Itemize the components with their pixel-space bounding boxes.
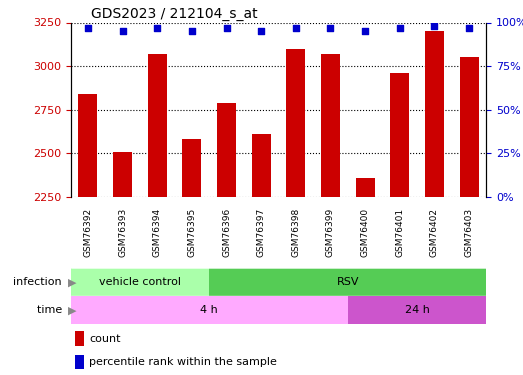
- Text: GSM76399: GSM76399: [326, 208, 335, 257]
- Text: GSM76397: GSM76397: [257, 208, 266, 257]
- Text: GSM76393: GSM76393: [118, 208, 127, 257]
- Bar: [217, 103, 236, 197]
- Point: [361, 28, 369, 34]
- Text: RSV: RSV: [336, 277, 359, 287]
- Bar: [78, 94, 97, 197]
- Text: time: time: [37, 305, 65, 315]
- Text: GSM76400: GSM76400: [361, 208, 370, 256]
- Bar: [286, 49, 305, 197]
- Point: [222, 25, 231, 31]
- Point: [118, 28, 127, 34]
- Text: percentile rank within the sample: percentile rank within the sample: [89, 357, 277, 367]
- Text: GDS2023 / 212104_s_at: GDS2023 / 212104_s_at: [92, 8, 258, 21]
- Text: GSM76392: GSM76392: [84, 208, 93, 256]
- Bar: [252, 134, 271, 197]
- Point: [326, 25, 335, 31]
- Bar: [321, 54, 340, 197]
- Bar: [75, 332, 84, 346]
- Bar: [147, 54, 167, 197]
- Bar: [390, 73, 410, 197]
- Bar: [71, 296, 348, 324]
- Bar: [356, 178, 374, 197]
- Bar: [425, 31, 444, 197]
- Text: GSM76394: GSM76394: [153, 208, 162, 256]
- Bar: [113, 152, 132, 197]
- Text: infection: infection: [13, 277, 65, 287]
- Point: [153, 25, 162, 31]
- Text: GSM76395: GSM76395: [187, 208, 196, 257]
- Bar: [209, 268, 486, 296]
- Text: GSM76402: GSM76402: [430, 208, 439, 256]
- Point: [465, 25, 473, 31]
- Bar: [183, 140, 201, 197]
- Text: ▶: ▶: [68, 305, 76, 315]
- Point: [84, 25, 92, 31]
- Text: ▶: ▶: [68, 277, 76, 287]
- Text: GSM76398: GSM76398: [291, 208, 300, 257]
- Text: GSM76396: GSM76396: [222, 208, 231, 257]
- Bar: [75, 355, 84, 369]
- Point: [292, 25, 300, 31]
- Point: [395, 25, 404, 31]
- Text: 24 h: 24 h: [405, 305, 429, 315]
- Point: [188, 28, 196, 34]
- Text: count: count: [89, 333, 121, 344]
- Bar: [460, 57, 479, 197]
- Point: [430, 23, 439, 29]
- Text: GSM76401: GSM76401: [395, 208, 404, 256]
- Text: vehicle control: vehicle control: [99, 277, 181, 287]
- Bar: [71, 268, 209, 296]
- Text: GSM76403: GSM76403: [464, 208, 473, 256]
- Bar: [348, 296, 486, 324]
- Point: [257, 28, 265, 34]
- Text: 4 h: 4 h: [200, 305, 218, 315]
